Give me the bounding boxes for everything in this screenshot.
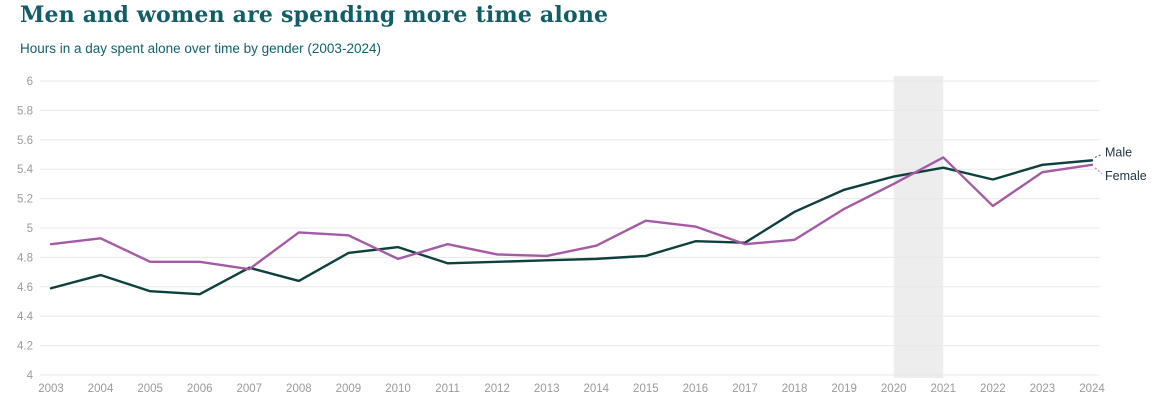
x-tick-label: 2017 — [732, 383, 758, 395]
highlight-band — [893, 76, 944, 378]
chart-subtitle: Hours in a day spent alone over time by … — [20, 41, 381, 56]
y-tick-label: 4 — [27, 370, 34, 382]
y-tick-label: 5.2 — [17, 194, 33, 206]
x-tick-label: 2007 — [236, 383, 262, 395]
legend-label-male: Male — [1105, 145, 1132, 159]
x-tick-label: 2010 — [385, 383, 411, 395]
x-tick-label: 2003 — [38, 383, 64, 395]
x-tick-label: 2012 — [484, 383, 510, 395]
x-tick-label: 2006 — [187, 383, 213, 395]
x-tick-label: 2005 — [137, 383, 163, 395]
x-tick-label: 2021 — [930, 383, 956, 395]
x-tick-label: 2022 — [980, 383, 1006, 395]
x-tick-label: 2009 — [336, 383, 362, 395]
chart-line-female — [49, 156, 1094, 271]
x-tick-label: 2011 — [435, 383, 460, 395]
legend-connector-male — [1094, 153, 1103, 158]
y-tick-label: 5.4 — [17, 164, 34, 176]
x-tick-label: 2015 — [633, 383, 659, 395]
y-tick-label: 5.8 — [17, 105, 33, 117]
legend-connector-female — [1094, 167, 1103, 175]
x-tick-label: 2024 — [1079, 383, 1105, 395]
y-tick-label: 5 — [27, 223, 33, 235]
x-tick-label: 2014 — [583, 383, 609, 395]
y-tick-label: 4.6 — [17, 282, 33, 294]
y-tick-label: 4.8 — [17, 252, 33, 264]
x-tick-label: 2008 — [286, 383, 312, 395]
y-tick-label: 5.6 — [17, 135, 33, 147]
x-tick-label: 2020 — [881, 383, 907, 395]
x-tick-label: 2019 — [831, 383, 857, 395]
page-title: Men and women are spending more time alo… — [20, 2, 609, 28]
x-tick-label: 2023 — [1030, 383, 1056, 395]
x-tick-label: 2004 — [88, 383, 114, 395]
chart-line-male — [49, 159, 1094, 296]
x-tick-label: 2016 — [683, 383, 709, 395]
legend-label-female: Female — [1105, 169, 1147, 183]
x-tick-label: 2018 — [782, 383, 808, 395]
x-tick-label: 2013 — [534, 383, 560, 395]
y-tick-label: 4.2 — [17, 341, 33, 353]
y-tick-label: 6 — [27, 76, 33, 88]
y-tick-label: 4.4 — [17, 311, 34, 323]
